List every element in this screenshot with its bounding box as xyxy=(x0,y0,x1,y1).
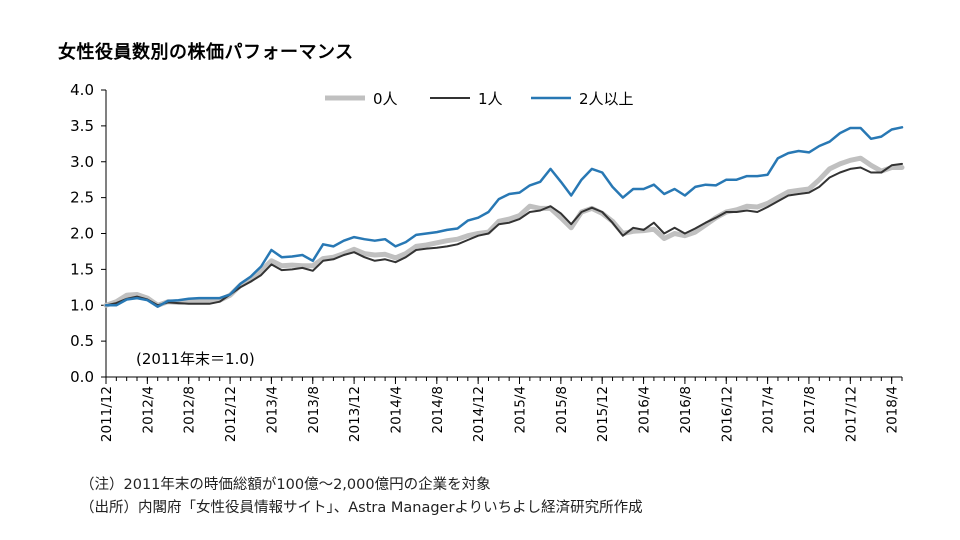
x-tick-label: 2014/8 xyxy=(430,386,446,434)
footnote-source: （出所）内閣府「女性役員情報サイト」、Astra Managerよりいちよし経済… xyxy=(80,500,643,516)
chart-axes: 0.0 0.5 1.0 1.5 2.0 2.5 3.0 3.5 4.0 2011/12 2012/4… xyxy=(70,81,903,442)
x-tick-label: 2014/4 xyxy=(388,386,404,434)
legend-label: 2人以上 xyxy=(579,90,634,108)
line-chart: 0.0 0.5 1.0 1.5 2.0 2.5 3.0 3.5 4.0 2011/12 2012/4… xyxy=(70,81,905,442)
legend-label: 1人 xyxy=(478,90,503,108)
y-tick-label: 3.0 xyxy=(70,153,94,171)
y-tick-label: 2.0 xyxy=(70,225,94,243)
x-tick-label: 2013/12 xyxy=(347,386,363,442)
series-line-0人 xyxy=(103,155,905,308)
x-tick-label: 2017/4 xyxy=(761,386,777,434)
x-tick-label: 2012/4 xyxy=(140,386,156,434)
x-tick-label: 2015/4 xyxy=(513,386,529,434)
x-tick-label: 2014/12 xyxy=(471,386,487,442)
x-tick-label: 2012/12 xyxy=(223,386,239,442)
x-tick-label: 2013/4 xyxy=(264,386,280,434)
y-tick-label: 3.5 xyxy=(70,117,94,135)
x-tick-label: 2016/12 xyxy=(719,386,735,442)
y-tick-label: 4.0 xyxy=(70,81,94,99)
y-tick-label: 1.0 xyxy=(70,296,94,314)
series-line-2人以上 xyxy=(104,126,904,308)
x-tick-label: 2015/8 xyxy=(554,386,570,434)
x-tick-label: 2016/4 xyxy=(637,386,653,434)
x-tick-label: 2018/4 xyxy=(885,386,901,434)
x-tick-label: 2017/8 xyxy=(802,386,818,434)
x-tick-label: 2017/12 xyxy=(843,386,859,442)
x-tick-label: 2012/8 xyxy=(182,386,198,434)
x-tick-label: 2013/8 xyxy=(306,386,322,434)
y-tick-label: 0.5 xyxy=(70,332,94,350)
y-tick-label: 1.5 xyxy=(70,260,94,278)
x-tick-label: 2011/12 xyxy=(99,386,115,442)
x-tick-label: 2016/8 xyxy=(678,386,694,434)
chart-series xyxy=(103,126,905,308)
x-tick-label: 2015/12 xyxy=(595,386,611,442)
series-line-1人 xyxy=(105,162,903,307)
footnote-note: （注）2011年末の時価総額が100億～2,000億円の企業を対象 xyxy=(80,477,491,493)
chart-legend: 0人 1人 2人以上 xyxy=(325,90,634,108)
y-tick-label: 0.0 xyxy=(70,368,94,386)
legend-label: 0人 xyxy=(373,90,398,108)
baseline-annotation: (2011年末＝1.0) xyxy=(136,350,255,368)
y-tick-label: 2.5 xyxy=(70,189,94,207)
chart-title: 女性役員数別の株価パフォーマンス xyxy=(58,42,354,63)
